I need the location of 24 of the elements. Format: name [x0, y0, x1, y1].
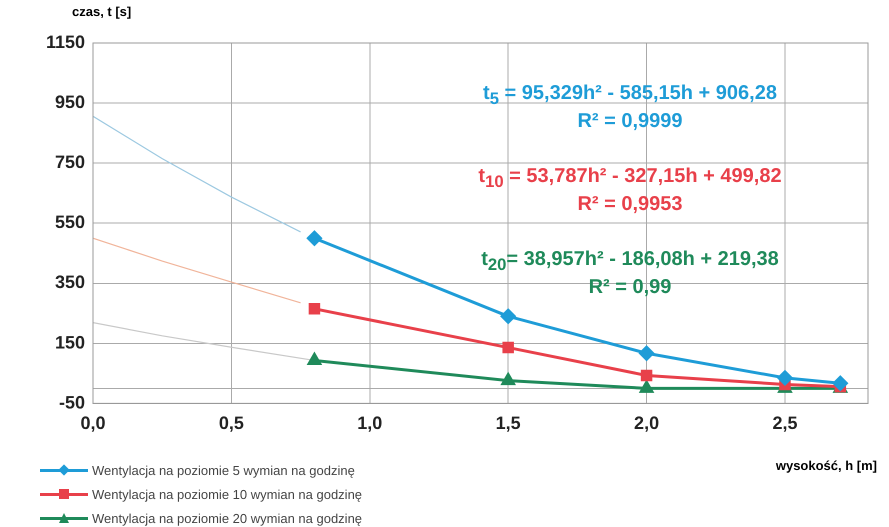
x-tick-label: 0,0 — [80, 413, 106, 434]
x-tick-label: 2,5 — [772, 413, 798, 434]
y-tick-label: 1150 — [46, 32, 85, 52]
annotation: R² = 0,9953 — [577, 193, 683, 216]
x-tick-label: 0,5 — [218, 413, 244, 434]
annotation: t$_{10}$ = 53,787h² - 327,15h + 499,82 — [478, 165, 782, 192]
x-axis-title: wysokość, h [m] — [776, 458, 877, 473]
y-tick-label: 550 — [54, 212, 85, 232]
annotation: R² = 0,99 — [588, 276, 672, 299]
y-tick-label: 350 — [54, 272, 85, 292]
legend-label: Wentylacja na poziomie 10 wymian na godzinę — [92, 486, 362, 502]
annotation: t$_{20}$= 38,957h² - 186,08h + 219,38 — [481, 248, 779, 275]
y-tick-label: 750 — [54, 152, 85, 172]
annotation: t$_{5}$ = 95,329h² - 585,15h + 906,28 — [483, 82, 777, 109]
x-tick-label: 2,0 — [634, 413, 660, 434]
y-tick-label: 150 — [54, 332, 85, 352]
x-tick-label: 1,5 — [496, 413, 521, 434]
y-tick-label: 950 — [54, 92, 85, 112]
y-axis-title: czas, t [s] — [72, 4, 132, 19]
legend-label: Wentylacja na poziomie 5 wymian na godzinę — [92, 462, 355, 478]
y-tick-label: -50 — [58, 392, 85, 412]
annotation: R² = 0,9999 — [577, 110, 683, 133]
legend-label: Wentylacja na poziomie 20 wymian na godzinę — [92, 510, 362, 526]
x-tick-label: 1,0 — [357, 413, 382, 434]
